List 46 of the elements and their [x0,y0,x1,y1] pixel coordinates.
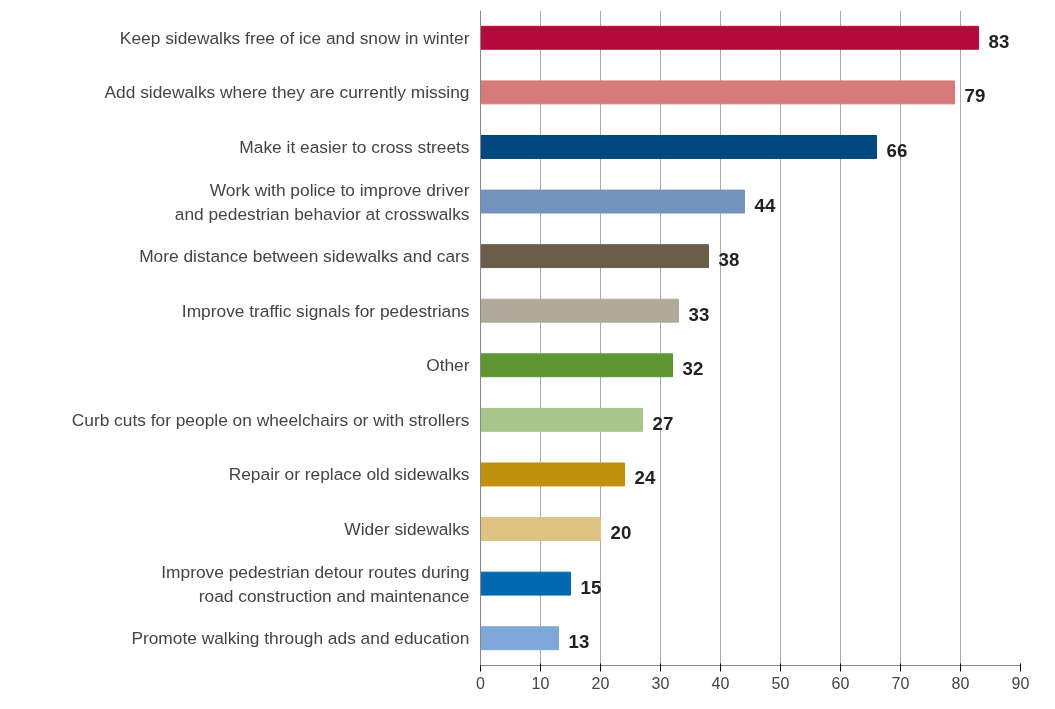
y-tick-label: Other [426,355,470,376]
data-label: 44 [754,194,776,216]
data-label: 38 [718,249,740,271]
x-tick-label: 60 [831,674,850,692]
bar [480,353,673,378]
x-tick-label: 50 [771,674,790,692]
bar [480,571,571,596]
bar [480,517,601,541]
y-tick-label: Add sidewalks where they are currently missing [104,82,470,103]
bar [480,189,745,214]
data-label: 79 [964,85,986,107]
x-tick-label: 90 [1011,674,1030,692]
x-tick-label: 20 [591,674,610,692]
x-tick-label: 80 [951,674,970,692]
y-tick-label: Promote walking through ads and education [131,628,470,649]
x-tick-label: 10 [531,674,550,692]
x-tick-label: 70 [891,674,910,692]
y-tick-label: Work with police to improve driver and pedestrian behavior at crosswalks [174,179,470,224]
y-tick-label: Repair or replace old sidewalks [228,464,470,485]
bar [480,626,559,651]
data-label: 27 [652,412,674,434]
x-tick-label: 30 [651,674,670,692]
data-label: 13 [568,631,590,653]
y-tick-label: Curb cuts for people on wheelchairs or with strollers [71,409,470,430]
y-tick-label: More distance between sidewalks and cars [139,246,470,267]
y-tick-label: Make it easier to cross streets [239,136,470,157]
bar [480,25,979,50]
x-tick-label: 40 [711,674,730,692]
y-tick-label: Improve traffic signals for pedestrians [181,300,470,321]
bar [480,407,643,432]
data-label: 66 [886,139,908,161]
y-tick-label: Wider sidewalks [344,519,470,540]
data-label: 20 [610,522,632,544]
data-label: 15 [580,576,602,598]
x-tick-label: 0 [476,674,486,692]
bar [480,80,955,105]
data-label: 83 [988,30,1010,52]
bar [480,135,877,159]
data-label: 24 [634,467,656,489]
y-tick-label: Improve pedestrian detour routes during road construction and maintenance [161,561,470,606]
bar [480,462,625,487]
data-label: 32 [682,358,704,380]
bar [480,244,709,269]
bar [480,298,679,323]
y-tick-label: Keep sidewalks free of ice and snow in winter [119,27,470,48]
data-label: 33 [688,303,710,325]
